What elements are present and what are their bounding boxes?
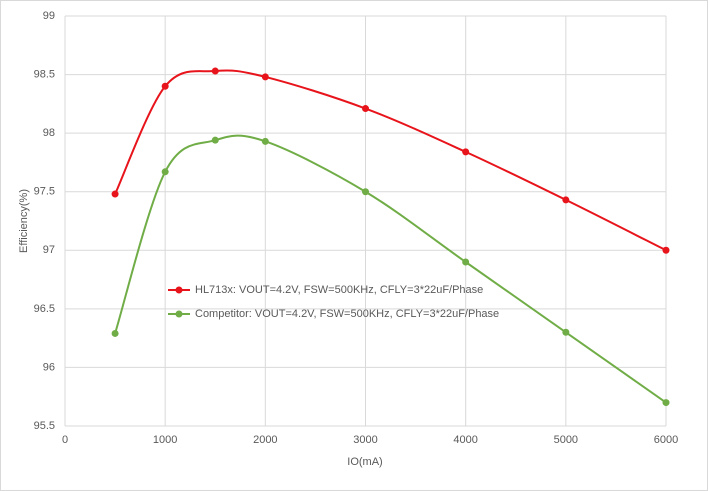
y-tick-label: 98.5 — [34, 68, 55, 80]
y-tick-label: 97.5 — [34, 186, 55, 198]
data-point — [111, 190, 119, 198]
y-tick-label: 96 — [43, 361, 55, 373]
data-point — [462, 148, 470, 156]
data-point — [161, 168, 169, 176]
y-tick-label: 99 — [43, 10, 55, 22]
legend-marker — [175, 286, 183, 294]
data-point — [261, 73, 269, 81]
data-point — [562, 196, 570, 204]
y-tick-label: 97 — [43, 244, 55, 256]
data-point — [261, 137, 269, 145]
legend-label: HL713x: VOUT=4.2V, FSW=500KHz, CFLY=3*22… — [195, 284, 483, 296]
y-tick-label: 98 — [43, 127, 55, 139]
y-axis-title: Efficiency(%) — [18, 189, 30, 253]
x-tick-label: 1000 — [153, 434, 177, 446]
data-point — [211, 136, 219, 144]
legend-marker — [175, 310, 183, 318]
data-point — [362, 188, 369, 196]
data-point — [562, 328, 570, 336]
data-point — [662, 399, 670, 407]
data-point — [211, 67, 219, 75]
x-tick-label: 3000 — [353, 434, 377, 446]
data-point — [662, 246, 670, 254]
data-point — [111, 329, 119, 337]
x-axis-title: IO(mA) — [347, 456, 382, 468]
x-tick-label: 4000 — [453, 434, 477, 446]
legend-label: Competitor: VOUT=4.2V, FSW=500KHz, CFLY=… — [195, 308, 499, 320]
y-tick-label: 95.5 — [34, 420, 55, 432]
data-point — [462, 258, 470, 266]
x-tick-label: 6000 — [654, 434, 678, 446]
x-tick-label: 0 — [62, 434, 68, 446]
x-tick-label: 2000 — [253, 434, 277, 446]
data-point — [362, 105, 369, 113]
x-tick-label: 5000 — [554, 434, 578, 446]
y-tick-label: 96.5 — [34, 303, 55, 315]
data-point — [161, 82, 169, 90]
